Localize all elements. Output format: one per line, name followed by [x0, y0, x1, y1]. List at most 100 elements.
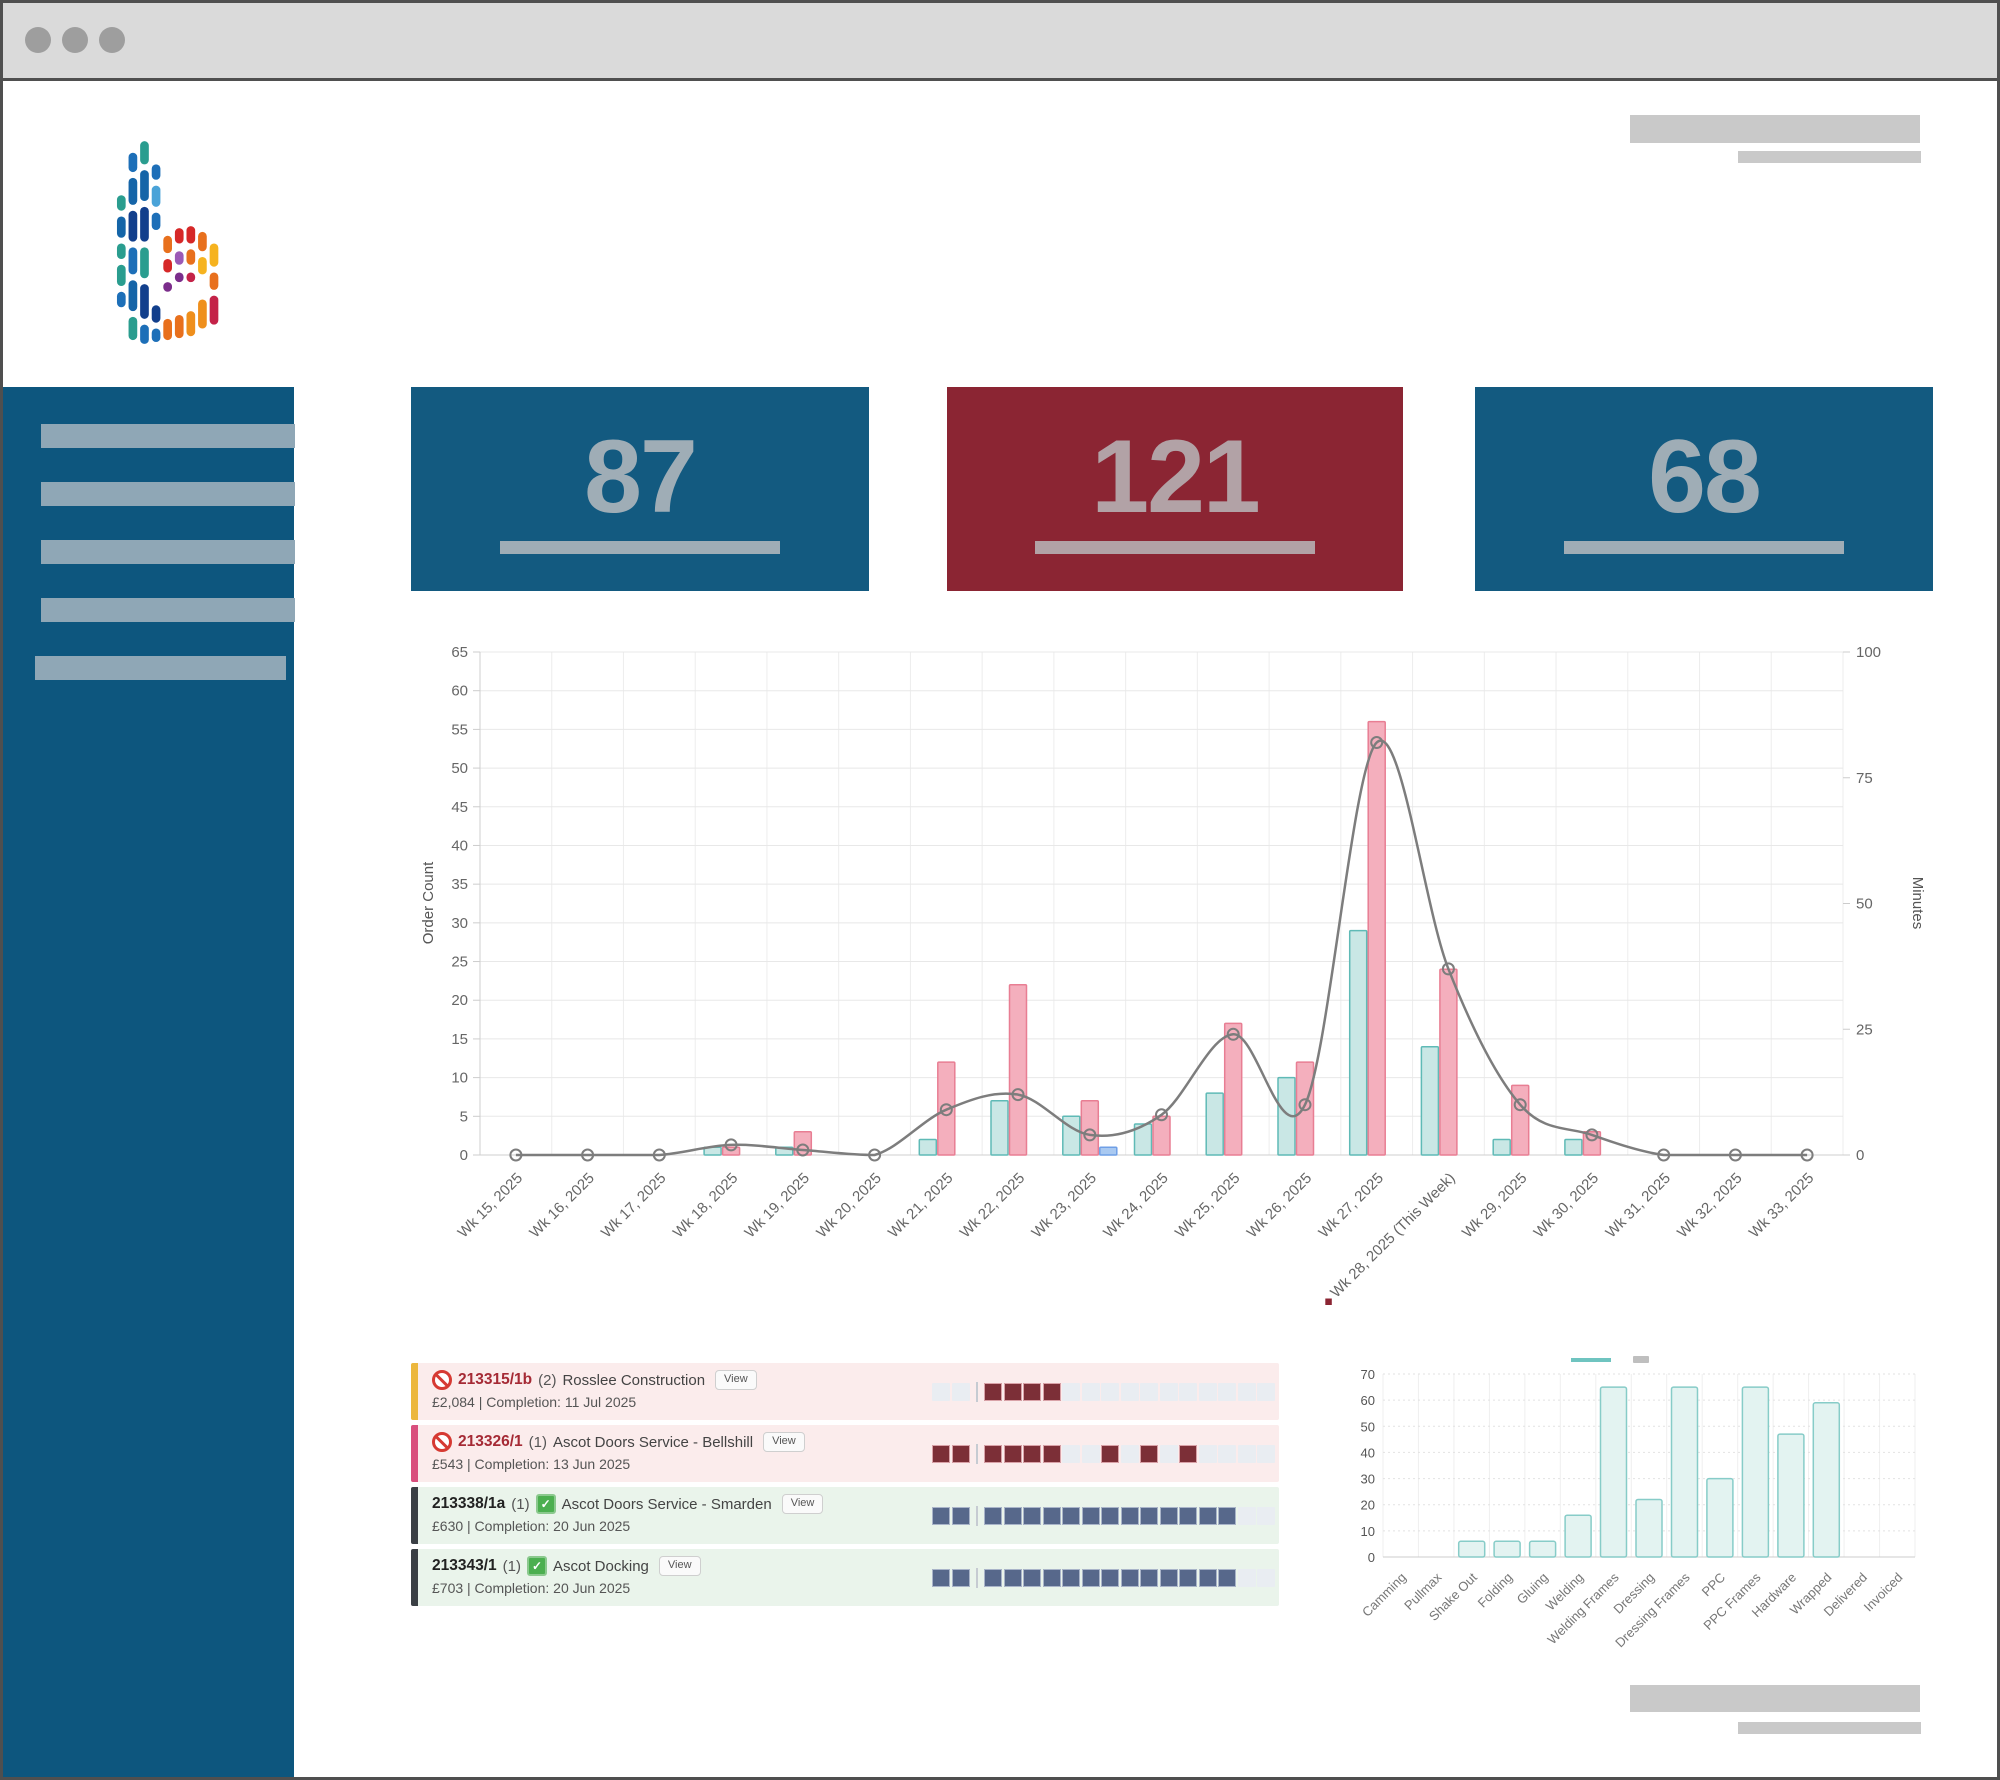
minutes-line-marker[interactable] [1083, 1128, 1097, 1142]
orders-bars-pink-bar[interactable] [1439, 968, 1458, 1156]
orders-bars-pink-bar[interactable] [1008, 984, 1028, 1156]
kpi-value: 121 [1091, 418, 1261, 535]
minutes-line[interactable] [515, 739, 1808, 1157]
stage-bar[interactable] [1670, 1386, 1699, 1558]
stage-bar[interactable] [1777, 1433, 1805, 1558]
x-axis-tick-label: Wk 32, 2025 [1674, 1170, 1746, 1242]
minutes-line-marker[interactable] [724, 1138, 738, 1152]
minutes-line-marker[interactable] [1370, 736, 1384, 749]
progress-cell [1140, 1444, 1158, 1463]
order-list: 213315/1b (2) Rosslee Construction View £2,0… [411, 1363, 1279, 1611]
kpi-card-1[interactable]: 87 [411, 387, 869, 591]
orders-bars-teal-bar[interactable] [990, 1100, 1009, 1156]
sidebar-item-placeholder[interactable] [35, 656, 286, 680]
stage-bar[interactable] [1599, 1386, 1628, 1558]
progress-cell [1159, 1568, 1178, 1587]
minutes-line-marker[interactable] [1728, 1148, 1742, 1162]
view-button[interactable]: View [658, 1556, 701, 1576]
sidebar-item-placeholder[interactable] [41, 540, 295, 564]
check-icon: ✓ [535, 1494, 556, 1514]
orders-bars-pink-bar[interactable] [1367, 720, 1386, 1156]
view-button[interactable]: View [715, 1370, 757, 1390]
minutes-line-marker[interactable] [1298, 1098, 1312, 1112]
stage-bar[interactable] [1635, 1498, 1663, 1558]
minutes-line-marker[interactable] [1226, 1027, 1240, 1041]
orders-bars-pink-bar[interactable] [1152, 1115, 1171, 1156]
minutes-line-marker[interactable] [1513, 1098, 1527, 1112]
order-title-line: 213315/1b (2) Rosslee Construction View [432, 1370, 757, 1390]
orders-bars-pink-bar[interactable] [1295, 1061, 1315, 1156]
orders-bars-teal-bar[interactable] [1133, 1123, 1153, 1156]
progress-cell [1081, 1444, 1100, 1463]
x-axis-tick-label: Wk 17, 2025 [598, 1170, 670, 1242]
order-id: 213338/1a [432, 1495, 506, 1512]
order-title-line: 213338/1a (1) ✓ Ascot Doors Service - Smard… [432, 1494, 824, 1514]
x-axis-tick-label: Invoiced [1861, 1570, 1906, 1615]
progress-cell [951, 1444, 970, 1463]
progress-cell [1120, 1506, 1139, 1525]
stage-bar[interactable] [1741, 1386, 1770, 1558]
stage-bar[interactable] [1493, 1540, 1521, 1558]
stage-bar[interactable] [1812, 1402, 1841, 1558]
sidebar-item-placeholder[interactable] [41, 424, 295, 448]
orders-bars-teal-bar[interactable] [1492, 1138, 1511, 1156]
progress-cell [1237, 1382, 1256, 1401]
stage-bar[interactable] [1564, 1514, 1592, 1558]
view-button[interactable]: View [763, 1432, 805, 1452]
x-axis-tick-label: Wk 30, 2025 [1531, 1170, 1603, 1242]
progress-cell [951, 1568, 970, 1587]
y-axis-tick-label: 65 [451, 644, 468, 661]
window-control-dot[interactable] [25, 27, 51, 53]
minutes-line-marker[interactable] [939, 1103, 953, 1117]
no-entry-icon [432, 1432, 452, 1452]
progress-track [932, 1505, 1277, 1526]
minutes-line-marker[interactable] [868, 1148, 882, 1162]
minutes-line-marker[interactable] [1585, 1128, 1599, 1142]
minutes-line-marker[interactable] [1800, 1148, 1814, 1162]
orders-bars-teal-bar[interactable] [1564, 1138, 1583, 1156]
sidebar-nav [3, 387, 295, 1777]
orders-bars-pink-bar[interactable] [1223, 1022, 1243, 1156]
progress-cell [1120, 1382, 1139, 1401]
minutes-line-marker[interactable] [1657, 1148, 1671, 1162]
order-row[interactable]: 213315/1b (2) Rosslee Construction View £2,0… [411, 1363, 1279, 1420]
minutes-line-marker[interactable] [796, 1143, 810, 1157]
stage-bar[interactable] [1528, 1540, 1557, 1558]
minutes-line-marker[interactable] [581, 1148, 595, 1162]
progress-cell [1237, 1506, 1256, 1525]
orders-bars-pink-bar[interactable] [1080, 1100, 1100, 1156]
minutes-line-marker[interactable] [509, 1148, 523, 1162]
orders-bars-blue-bar[interactable] [1099, 1146, 1118, 1156]
kpi-value: 87 [584, 418, 698, 535]
y-axis-tick-label: 10 [451, 1070, 468, 1087]
view-button[interactable]: View [781, 1494, 824, 1514]
order-row[interactable]: 213338/1a (1) ✓ Ascot Doors Service - Smard… [411, 1487, 1279, 1544]
sidebar-item-placeholder[interactable] [41, 598, 295, 622]
progress-cell [984, 1444, 1002, 1463]
no-entry-icon [432, 1370, 452, 1390]
kpi-label-placeholder [1035, 540, 1315, 554]
minutes-line-marker[interactable] [1155, 1108, 1168, 1122]
orders-bars-teal-bar[interactable] [1205, 1092, 1224, 1156]
order-row[interactable]: 213343/1 (1) ✓ Ascot Docking View £703 | Comp… [411, 1549, 1279, 1606]
kpi-card-3[interactable]: 68 [1475, 387, 1933, 591]
minutes-line-marker[interactable] [1011, 1088, 1025, 1102]
progress-cell [1101, 1444, 1119, 1463]
stage-bar[interactable] [1706, 1477, 1734, 1558]
progress-cell [1218, 1568, 1236, 1587]
window-control-dot[interactable] [62, 27, 88, 53]
orders-bars-teal-bar[interactable] [1348, 929, 1368, 1156]
minutes-line-marker[interactable] [1441, 962, 1455, 976]
order-row[interactable]: 213326/1 (1) Ascot Doors Service - Bellshi… [411, 1425, 1279, 1482]
window-control-dot[interactable] [99, 27, 125, 53]
orders-bars-teal-bar[interactable] [918, 1138, 938, 1156]
kpi-card-2[interactable]: 121 [947, 387, 1403, 591]
minutes-line-marker[interactable] [652, 1148, 666, 1162]
orders-bars-teal-bar[interactable] [1420, 1045, 1440, 1156]
stage-bar[interactable] [1457, 1540, 1486, 1558]
order-id: 213326/1 [458, 1433, 523, 1450]
x-axis-tick-label: Wk 20, 2025 [813, 1170, 885, 1242]
sidebar-item-placeholder[interactable] [41, 482, 295, 506]
x-axis-tick-label: Wk 23, 2025 [1028, 1170, 1100, 1242]
y-axis-tick-label: 70 [1361, 1367, 1375, 1382]
